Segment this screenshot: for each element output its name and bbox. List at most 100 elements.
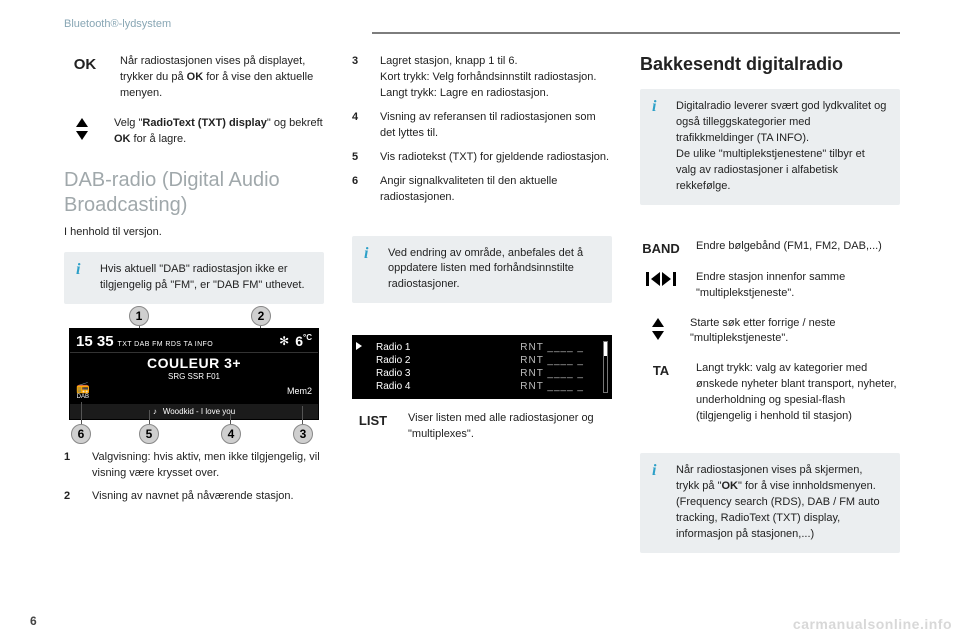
- band-row: BAND Endre bølgebånd (FM1, FM2, DAB,...): [640, 239, 900, 256]
- legend-num: 3: [352, 54, 366, 102]
- figure-legend: 1 Valgvisning: hvis aktiv, men ikke tilg…: [64, 450, 324, 506]
- info-text: Ved endring av område, anbefales det å o…: [388, 246, 600, 294]
- band-text: Endre bølgebånd (FM1, FM2, DAB,...): [696, 239, 900, 256]
- seek-row: Endre stasjon innenfor samme "multipleks…: [640, 270, 900, 302]
- list-text: Viser listen med alle radiostasjoner og …: [408, 411, 612, 443]
- music-note-icon: ♪: [153, 407, 157, 416]
- arrow-up-icon: [652, 318, 664, 327]
- dab-tags: TXT DAB FM RDS TA INFO: [118, 341, 214, 348]
- play-indicator-icon: [356, 342, 362, 350]
- legend-item-5: 5 Vis radiotekst (TXT) for gjeldende rad…: [352, 150, 612, 166]
- legend-text: Lagret stasjon, knapp 1 til 6. Kort tryk…: [380, 54, 596, 102]
- ok-text: Når radiostasjonen vises på displayet, t…: [120, 54, 324, 102]
- callout-5: 5: [139, 424, 159, 444]
- dab-mem: Mem2: [287, 386, 312, 396]
- list-row: Radio 3RNT ____ _: [360, 367, 604, 380]
- legend-item-1: 1 Valgvisning: hvis aktiv, men ikke tilg…: [64, 450, 324, 482]
- legend-item-2: 2 Visning av navnet på nåværende stasjon…: [64, 489, 324, 505]
- ta-badge-icon: TA: [640, 361, 682, 425]
- dab-top-right: ✻ 6°C: [279, 333, 312, 349]
- radiotext-text: Velg "RadioText (TXT) display" og bekref…: [114, 116, 324, 148]
- bar-icon: [673, 272, 676, 286]
- dab-main: COULEUR 3+ SRG SSR F01: [70, 353, 318, 381]
- digitalradio-heading: Bakkesendt digitalradio: [640, 54, 900, 75]
- legend-item-4: 4 Visning av referansen til radiostasjon…: [352, 110, 612, 142]
- divider: [372, 32, 900, 34]
- scrollbar-thumb: [604, 342, 607, 356]
- info-text: Når radiostasjonen vises på skjermen, tr…: [676, 463, 888, 543]
- dab-now-playing: ♪ Woodkid - I love you: [70, 404, 318, 419]
- legend-text: Angir signalkvaliteten til den aktuelle …: [380, 174, 612, 206]
- list-row: Radio 1RNT ____ _: [360, 341, 604, 354]
- legend-num: 4: [352, 110, 366, 142]
- callout-1: 1: [129, 306, 149, 326]
- dab-top-left: 15 35 TXT DAB FM RDS TA INFO: [76, 333, 213, 350]
- list-row-desc: LIST Viser listen med alle radiostasjone…: [352, 411, 612, 443]
- arrow-down-icon: [76, 131, 88, 140]
- dab-now-text: Woodkid - I love you: [163, 407, 235, 416]
- info-icon: i: [364, 246, 378, 294]
- dab-ensemble: SRG SSR F01: [76, 372, 312, 381]
- dab-figure: 1 2 15 35 TXT DAB FM RDS TA INFO ✻ 6°C: [69, 328, 319, 420]
- list-badge-icon: LIST: [352, 411, 394, 443]
- legend-cont: 3 Lagret stasjon, knapp 1 til 6. Kort tr…: [352, 54, 612, 206]
- callout-4: 4: [221, 424, 241, 444]
- callout-line: [81, 402, 82, 424]
- callout-line: [149, 410, 150, 424]
- legend-item-6: 6 Angir signalkvaliteten til den aktuell…: [352, 174, 612, 206]
- info-text: Hvis aktuell "DAB" radiostasjon ikke er …: [100, 262, 312, 294]
- callout-6: 6: [71, 424, 91, 444]
- ok-badge: OK: [74, 56, 97, 73]
- column-3: Bakkesendt digitalradio i Digitalradio l…: [640, 54, 900, 567]
- legend-num: 1: [64, 450, 78, 482]
- dab-temp: 6°C: [295, 333, 312, 349]
- legend-num: 5: [352, 150, 366, 166]
- callout-3: 3: [293, 424, 313, 444]
- watermark: carmanualsonline.info: [793, 616, 952, 632]
- legend-text: Visning av referansen til radiostasjonen…: [380, 110, 612, 142]
- arrow-up-icon: [76, 118, 88, 127]
- dab-station: COULEUR 3+: [76, 355, 312, 371]
- dab-clock: 15 35: [76, 333, 114, 350]
- list-row: Radio 4RNT ____ _: [360, 380, 604, 393]
- band-badge-icon: BAND: [640, 239, 682, 256]
- page: Bluetooth®-lydsystem OK Når radiostasjon…: [0, 0, 960, 640]
- radiotext-row: Velg "RadioText (TXT) display" og bekref…: [64, 116, 324, 148]
- ta-badge: TA: [653, 363, 669, 378]
- legend-item-3: 3 Lagret stasjon, knapp 1 til 6. Kort tr…: [352, 54, 612, 102]
- callout-line: [230, 414, 231, 424]
- columns: OK Når radiostasjonen vises på displayet…: [64, 54, 900, 567]
- callout-line: [302, 406, 303, 424]
- dab-heading: DAB-radio (Digital Audio Broadcasting): [64, 168, 324, 218]
- dab-sub: I henhold til versjon.: [64, 226, 324, 238]
- column-2: 3 Lagret stasjon, knapp 1 til 6. Kort tr…: [352, 54, 612, 567]
- ta-text: Langt trykk: valg av kategorier med ønsk…: [696, 361, 900, 425]
- info-icon: i: [652, 99, 666, 195]
- arrow-down-icon: [652, 331, 664, 340]
- dab-top-bar: 15 35 TXT DAB FM RDS TA INFO ✻ 6°C: [70, 329, 318, 353]
- info-box-ok: i Når radiostasjonen vises på skjermen, …: [640, 453, 900, 553]
- ok-badge-icon: OK: [64, 54, 106, 102]
- updown-row: Starte søk etter forrige / neste "multip…: [640, 316, 900, 348]
- dab-signal-icon: 📻 DAB: [76, 383, 90, 400]
- info-icon: i: [76, 262, 90, 294]
- updown-icon: [64, 116, 100, 148]
- page-header: Bluetooth®-lydsystem: [64, 18, 900, 30]
- scrollbar: [603, 341, 608, 393]
- info-box-area: i Ved endring av område, anbefales det å…: [352, 236, 612, 304]
- column-1: OK Når radiostasjonen vises på displayet…: [64, 54, 324, 567]
- seek-text: Endre stasjon innenfor samme "multipleks…: [696, 270, 900, 302]
- updown-icon: [640, 316, 676, 348]
- bt-icon: ✻: [279, 334, 289, 348]
- page-number: 6: [30, 614, 37, 628]
- radio-list: Radio 1RNT ____ _ Radio 2RNT ____ _ Radi…: [352, 335, 612, 399]
- ta-row: TA Langt trykk: valg av kategorier med ø…: [640, 361, 900, 425]
- bar-icon: [646, 272, 649, 286]
- dab-row3: 📻 DAB Mem2: [70, 381, 318, 404]
- band-badge: BAND: [642, 241, 680, 256]
- ok-row: OK Når radiostasjonen vises på displayet…: [64, 54, 324, 102]
- legend-num: 2: [64, 489, 78, 505]
- info-box-dab: i Hvis aktuell "DAB" radiostasjon ikke e…: [64, 252, 324, 304]
- info-box-digital: i Digitalradio leverer svært god lydkval…: [640, 89, 900, 205]
- list-row: Radio 2RNT ____ _: [360, 354, 604, 367]
